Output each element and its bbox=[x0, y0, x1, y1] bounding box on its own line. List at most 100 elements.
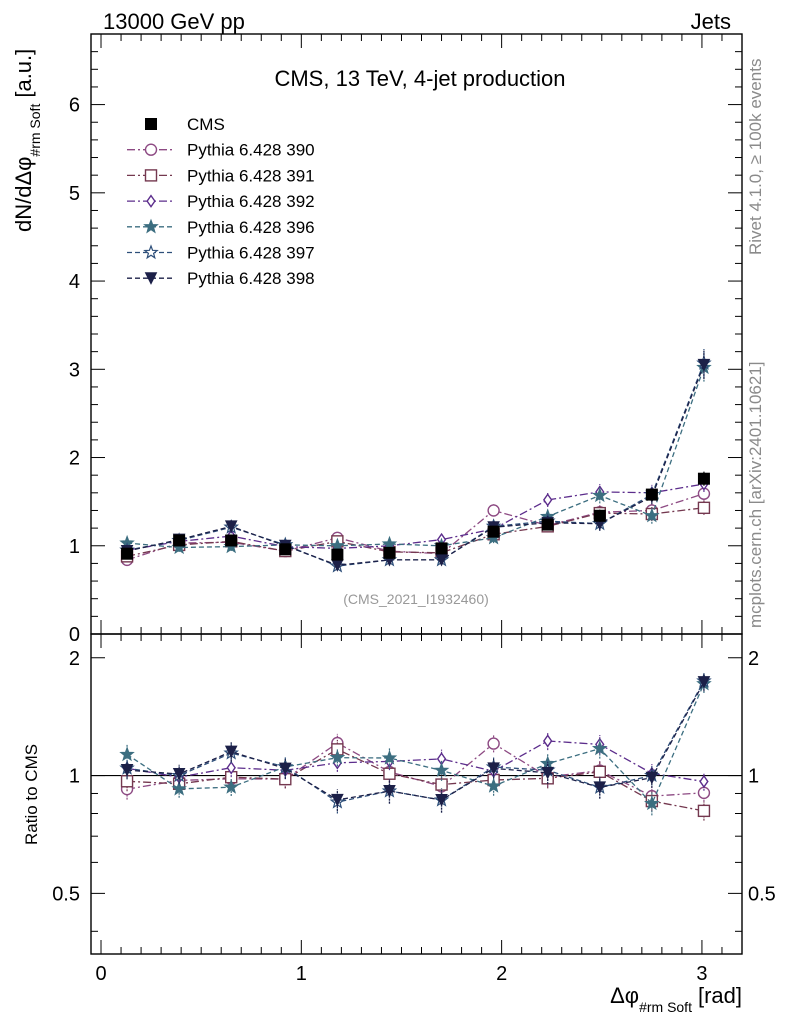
data-point bbox=[331, 548, 344, 561]
data-point bbox=[121, 547, 134, 560]
ratio-point bbox=[172, 767, 186, 781]
data-point bbox=[435, 542, 448, 555]
rivet-version-label: Rivet 4.1.0, ≥ 100k events bbox=[746, 59, 765, 255]
legend-label: Pythia 6.428 392 bbox=[187, 192, 315, 211]
data-point bbox=[697, 358, 711, 372]
ratio-point bbox=[383, 785, 396, 798]
legend-label: Pythia 6.428 396 bbox=[187, 218, 315, 237]
mcplots-reference-label: mcplots.cern.ch [arXiv:2401.10621] bbox=[746, 362, 765, 628]
data-point bbox=[487, 504, 500, 517]
data-point bbox=[542, 493, 553, 507]
data-point bbox=[593, 509, 606, 522]
series-1 bbox=[120, 486, 711, 807]
series-5 bbox=[119, 349, 712, 814]
series-6 bbox=[120, 350, 711, 813]
ratio-point bbox=[487, 737, 500, 750]
ratio-tick-label: 1 bbox=[748, 766, 759, 788]
legend-label: Pythia 6.428 397 bbox=[187, 244, 315, 263]
ratio-y-axis-label: Ratio to CMS bbox=[22, 744, 41, 845]
legend-marker bbox=[143, 244, 159, 260]
series-4 bbox=[119, 353, 712, 816]
ratio-tick-label: 2 bbox=[69, 648, 80, 670]
x-tick-label: 2 bbox=[496, 963, 507, 985]
ratio-series-line bbox=[126, 740, 705, 783]
header-right: Jets bbox=[691, 9, 731, 34]
chart-title: CMS, 13 TeV, 4-jet production bbox=[274, 66, 565, 91]
series-layer bbox=[119, 349, 712, 821]
data-point bbox=[644, 507, 660, 523]
ratio-series-line bbox=[127, 680, 705, 803]
data-point bbox=[224, 520, 238, 533]
y-tick-label: 2 bbox=[69, 448, 80, 470]
ratio-tick-label: 1 bbox=[69, 766, 80, 788]
data-point bbox=[697, 472, 710, 485]
y-tick-label: 0 bbox=[69, 624, 80, 646]
ratio-point bbox=[226, 761, 236, 775]
ratio-point bbox=[487, 762, 500, 776]
ratio-point bbox=[697, 804, 711, 818]
ratio-point bbox=[278, 762, 292, 776]
analysis-tag: (CMS_2021_I1932460) bbox=[343, 591, 489, 607]
ratio-point bbox=[644, 795, 660, 811]
ratio-point bbox=[120, 764, 134, 777]
series-2 bbox=[120, 500, 711, 821]
legend-label: Pythia 6.428 391 bbox=[187, 166, 315, 185]
ratio-series-line bbox=[126, 742, 704, 797]
y-tick-label: 6 bbox=[69, 95, 80, 117]
data-point bbox=[279, 543, 292, 556]
series-line bbox=[127, 367, 705, 549]
ratio-series-line bbox=[127, 748, 705, 812]
ratio-point bbox=[542, 734, 553, 748]
y-tick-label: 4 bbox=[69, 271, 80, 293]
ratio-point bbox=[485, 777, 502, 793]
ratio-point bbox=[697, 676, 711, 689]
data-point bbox=[541, 518, 554, 531]
ratio-point bbox=[329, 749, 346, 765]
ratio-tick-label: 0.5 bbox=[748, 883, 776, 905]
series-line bbox=[126, 483, 705, 551]
ratio-point bbox=[224, 745, 238, 759]
ratio-point bbox=[593, 781, 607, 795]
legend-marker bbox=[144, 272, 158, 285]
series-line bbox=[126, 362, 705, 567]
ratio-point bbox=[699, 774, 709, 789]
legend: CMS Pythia 6.428 390 Pythia 6.428 391 Pythi… bbox=[127, 115, 315, 288]
x-axis-label: Δφ#rm Soft [rad] bbox=[610, 983, 742, 1015]
series-line bbox=[126, 364, 705, 566]
legend-label: CMS bbox=[187, 115, 225, 134]
data-point bbox=[383, 546, 396, 559]
legend-label: Pythia 6.428 398 bbox=[187, 269, 315, 288]
y-tick-label: 1 bbox=[69, 536, 80, 558]
ratio-plot-frame bbox=[90, 633, 743, 955]
series-cms-data bbox=[121, 471, 710, 561]
data-point bbox=[329, 537, 346, 553]
data-point bbox=[591, 487, 608, 503]
axes: 0 1 2 3 0 1 2 3 4 5 6 0.5 0.5 1 1 2 2 bbox=[52, 33, 776, 985]
ratio-point bbox=[223, 778, 240, 794]
legend-marker bbox=[145, 118, 157, 130]
y-tick-label: 3 bbox=[69, 359, 80, 381]
data-point bbox=[697, 501, 711, 515]
ratio-point bbox=[381, 749, 398, 765]
legend-marker bbox=[143, 218, 159, 234]
legend-label: Pythia 6.428 390 bbox=[187, 141, 315, 160]
ratio-point bbox=[591, 740, 608, 756]
data-point bbox=[173, 534, 186, 547]
ratio-point bbox=[541, 766, 555, 780]
ratio-point bbox=[645, 771, 659, 785]
y-axis-label: dN/dΔφ#rm Soft[a.u.] bbox=[11, 49, 43, 232]
ratio-series-line bbox=[126, 683, 705, 805]
ratio-tick-label: 2 bbox=[748, 648, 759, 670]
y-tick-label: 5 bbox=[69, 183, 80, 205]
legend-marker bbox=[144, 169, 158, 182]
ratio-point bbox=[119, 746, 135, 762]
ratio-point bbox=[171, 780, 187, 796]
ratio-series-line bbox=[127, 681, 705, 801]
ratio-point bbox=[433, 762, 450, 777]
x-tick-label: 1 bbox=[296, 963, 307, 985]
ratio-point bbox=[331, 793, 344, 807]
legend-marker bbox=[146, 194, 156, 208]
data-point bbox=[381, 535, 398, 551]
series-line bbox=[126, 493, 705, 561]
ratio-point bbox=[435, 794, 448, 807]
